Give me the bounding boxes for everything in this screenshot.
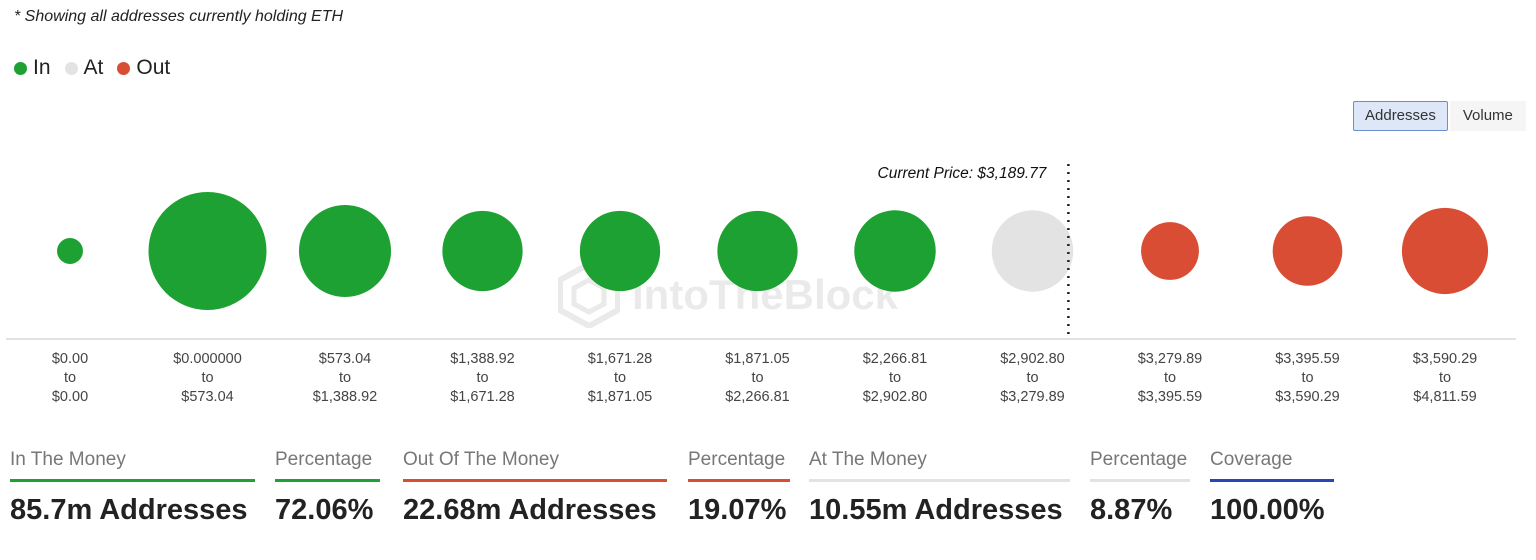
stat-label: Out Of The Money <box>403 448 667 482</box>
tick-label-from: $2,902.80 <box>1000 351 1065 367</box>
bubble-group[interactable] <box>1272 216 1343 286</box>
bubble-group[interactable] <box>717 210 798 292</box>
tick-label-to: to <box>751 370 763 386</box>
bubble-group[interactable] <box>1141 222 1199 280</box>
metric-toggle: Addresses Volume <box>1353 101 1526 131</box>
bubble-group[interactable] <box>57 238 83 264</box>
tick-label-to: to <box>339 370 351 386</box>
chart-note: * Showing all addresses currently holdin… <box>14 8 344 25</box>
legend-dot-at <box>64 61 78 75</box>
tick-label-from: $573.04 <box>319 351 371 367</box>
tick-label-to: to <box>1026 370 1038 386</box>
bubble-group[interactable] <box>148 192 267 310</box>
bubble-in[interactable] <box>148 192 267 310</box>
tick-label-upper: $3,279.89 <box>1000 389 1065 405</box>
bubble-group[interactable] <box>991 210 1074 292</box>
stat-label: In The Money <box>10 448 255 482</box>
tick-label-from: $3,395.59 <box>1275 351 1340 367</box>
legend-item-in[interactable]: In <box>14 56 51 80</box>
bubble-group[interactable] <box>298 204 392 298</box>
stat-label: At The Money <box>809 448 1070 482</box>
tick-label-to: to <box>889 370 901 386</box>
stat-value: 100.00% <box>1210 494 1325 526</box>
tick-label-from: $3,279.89 <box>1138 351 1203 367</box>
stat-at-the-money: At The Money 10.55m Addresses <box>809 448 1070 527</box>
tick-label-to: to <box>201 370 213 386</box>
bubble-in[interactable] <box>579 210 661 292</box>
bubble-group[interactable] <box>854 210 936 292</box>
bubble-out[interactable] <box>1272 216 1343 286</box>
volume-button[interactable]: Volume <box>1449 101 1526 131</box>
tick-label-to: to <box>1439 370 1451 386</box>
tick-label-to: to <box>614 370 626 386</box>
tick-label-from: $3,590.29 <box>1413 351 1478 367</box>
legend-item-out[interactable]: Out <box>117 56 170 80</box>
stats-row: In The Money 85.7m Addresses Percentage … <box>0 448 1536 548</box>
bubble-in[interactable] <box>854 210 936 292</box>
legend-label-in: In <box>33 56 51 79</box>
bubble-in[interactable] <box>717 210 798 292</box>
bubble-out[interactable] <box>1141 222 1199 280</box>
tick-label-from: $0.00 <box>52 351 88 367</box>
stat-label: Percentage <box>688 448 790 482</box>
stat-value: 22.68m Addresses <box>403 494 657 526</box>
tick-label-upper: $3,590.29 <box>1275 389 1340 405</box>
stat-out-of-the-money: Out Of The Money 22.68m Addresses <box>403 448 667 527</box>
legend-label-out: Out <box>136 56 171 79</box>
addresses-button[interactable]: Addresses <box>1353 101 1448 131</box>
stat-in-the-money: In The Money 85.7m Addresses <box>10 448 255 527</box>
bubble-in[interactable] <box>57 238 83 264</box>
tick-label-from: $1,871.05 <box>725 351 790 367</box>
stat-label: Coverage <box>1210 448 1334 482</box>
bubble-at[interactable] <box>991 210 1074 292</box>
tick-label-from: $0.000000 <box>173 351 242 367</box>
stat-value: 10.55m Addresses <box>809 494 1063 526</box>
bubble-in[interactable] <box>442 210 523 292</box>
legend-dot-in <box>14 61 27 75</box>
tick-label-upper: $2,902.80 <box>863 389 928 405</box>
bubble-group[interactable] <box>442 210 523 292</box>
tick-label-upper: $3,395.59 <box>1138 389 1203 405</box>
tick-label-from: $2,266.81 <box>863 351 928 367</box>
tick-label-to: to <box>1301 370 1313 386</box>
stat-at-percentage: Percentage 8.87% <box>1090 448 1190 527</box>
tick-label-to: to <box>476 370 488 386</box>
stat-coverage: Coverage 100.00% <box>1210 448 1334 527</box>
stat-out-percentage: Percentage 19.07% <box>688 448 790 527</box>
stat-value: 72.06% <box>275 494 374 526</box>
tick-label-upper: $573.04 <box>181 389 233 405</box>
legend-item-at[interactable]: At <box>64 56 104 80</box>
bubble-chart: $0.00 to $0.00 $0.000000 to $573.04 $573.04 to $… <box>6 164 1516 405</box>
tick-label-upper: $4,811.59 <box>1413 389 1476 405</box>
legend-label-at: At <box>83 56 104 79</box>
legend-dot-out <box>117 61 131 75</box>
tick-label-upper: $2,266.81 <box>725 389 790 405</box>
bubble-out[interactable] <box>1401 207 1489 295</box>
stat-label: Percentage <box>1090 448 1190 482</box>
bubble-group[interactable] <box>579 210 661 292</box>
tick-label-from: $1,671.28 <box>588 351 653 367</box>
stat-value: 8.87% <box>1090 494 1173 526</box>
tick-label-upper: $1,671.28 <box>450 389 515 405</box>
legend: In At Out <box>14 56 184 80</box>
tick-label-to: to <box>64 370 76 386</box>
bubble-group[interactable] <box>1401 207 1489 295</box>
tick-label-upper: $1,871.05 <box>588 389 653 405</box>
stat-label: Percentage <box>275 448 380 482</box>
tick-label-upper: $0.00 <box>52 389 88 405</box>
tick-label-to: to <box>1164 370 1176 386</box>
stat-value: 85.7m Addresses <box>10 494 248 526</box>
current-price-label: Current Price: $3,189.77 <box>878 165 1048 182</box>
tick-label-upper: $1,388.92 <box>313 389 378 405</box>
tick-label-from: $1,388.92 <box>450 351 515 367</box>
bubble-in[interactable] <box>298 204 392 298</box>
stat-in-percentage: Percentage 72.06% <box>275 448 380 527</box>
stat-value: 19.07% <box>688 494 787 526</box>
